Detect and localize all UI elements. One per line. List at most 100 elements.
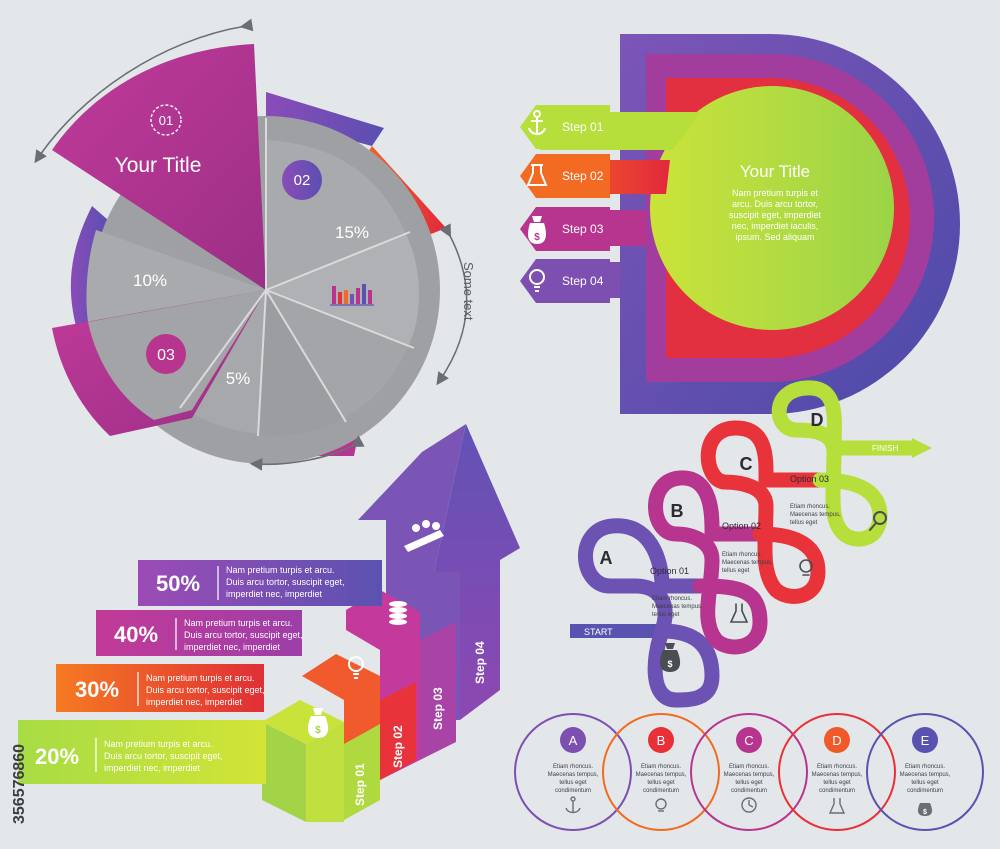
money-bag-icon: $ bbox=[917, 803, 933, 816]
bar-30-text: Nam pretium turpis et arcu. Duis arcu to… bbox=[146, 673, 265, 707]
svg-text:Nam pretium turpis et arcu.: Nam pretium turpis et arcu. bbox=[226, 565, 335, 575]
money-bag-icon: $ bbox=[307, 708, 329, 738]
svg-text:Maecenas tempus,: Maecenas tempus, bbox=[722, 560, 773, 566]
loop-letter-d: D bbox=[811, 410, 824, 430]
option-03: Option 03 bbox=[790, 474, 829, 484]
circle-d-text: Etiam rhoncus. Maecenas tempus, tellus eg… bbox=[812, 764, 863, 794]
pie-title: Your Title bbox=[115, 154, 202, 177]
stairs-step-03: Step 03 bbox=[431, 687, 445, 730]
team-growth-icon bbox=[404, 520, 444, 552]
bar-separators bbox=[95, 566, 219, 772]
circle-b-text: Etiam rhoncus. Maecenas tempus, tellus eg… bbox=[636, 764, 687, 794]
svg-text:Maecenas tempus,: Maecenas tempus, bbox=[636, 772, 687, 778]
svg-text:Etiam rhoncus.: Etiam rhoncus. bbox=[722, 552, 762, 558]
lightbulb-icon bbox=[529, 269, 545, 292]
step-arrow-04[interactable] bbox=[520, 259, 610, 303]
step-label-03: Step 03 bbox=[562, 222, 604, 236]
svg-text:tellus eget: tellus eget bbox=[823, 780, 851, 786]
svg-text:Maecenas tempus,: Maecenas tempus, bbox=[812, 772, 863, 778]
option-01-text: Etiam rhoncus. Maecenas tempus, tellus e… bbox=[652, 596, 703, 618]
circle-letter-a: A bbox=[569, 733, 578, 748]
option-01: Option 01 bbox=[650, 566, 689, 576]
bar-20-text: Nam pretium turpis et arcu. Duis arcu to… bbox=[104, 739, 223, 773]
circle-letter-c: C bbox=[744, 733, 753, 748]
option-02: Option 02 bbox=[722, 521, 761, 531]
bar-50 bbox=[138, 560, 382, 606]
ring-center bbox=[650, 86, 894, 330]
pct-10-label: 10% bbox=[133, 271, 167, 290]
svg-text:$: $ bbox=[315, 725, 321, 736]
circle-ring-a bbox=[514, 713, 632, 831]
top-dimension-arrow bbox=[34, 18, 254, 164]
circle-badge-e bbox=[912, 727, 938, 753]
svg-text:condimentum: condimentum bbox=[643, 788, 679, 794]
circle-badge-a bbox=[560, 727, 586, 753]
arc-purple-right bbox=[266, 92, 384, 146]
circle-e-text: Etiam rhoncus. Maecenas tempus, tellus eg… bbox=[900, 764, 951, 794]
svg-text:tellus eget: tellus eget bbox=[722, 568, 750, 574]
svg-text:ipsum. Sed aliquam: ipsum. Sed aliquam bbox=[735, 232, 814, 242]
svg-text:condimentum: condimentum bbox=[907, 788, 943, 794]
money-bag-icon: $ bbox=[528, 216, 546, 244]
stairs-step-04: Step 04 bbox=[473, 641, 487, 684]
pct-5-label: 5% bbox=[226, 369, 251, 388]
svg-text:Duis arcu tortor, suscipit ege: Duis arcu tortor, suscipit eget, bbox=[146, 685, 265, 695]
bar-20 bbox=[18, 720, 266, 784]
bar-30-pct: 30% bbox=[75, 677, 119, 702]
circle-badge-d bbox=[824, 727, 850, 753]
stock-id: 356576860 bbox=[11, 744, 28, 824]
svg-text:$: $ bbox=[923, 809, 927, 816]
circle-ring-d bbox=[778, 713, 896, 831]
loop-diagram: START FINISH A B C D Option 01 Option 02… bbox=[570, 380, 932, 708]
badge-01-ring bbox=[150, 104, 182, 136]
anchor-icon bbox=[565, 796, 581, 814]
step-label-02: Step 02 bbox=[562, 169, 604, 183]
svg-text:Etiam rhoncus.: Etiam rhoncus. bbox=[729, 764, 769, 770]
side-text-label: Some text bbox=[461, 262, 476, 321]
svg-text:Nam pretium turpis et arcu.: Nam pretium turpis et arcu. bbox=[104, 739, 213, 749]
svg-text:imperdiet nec, imperdiet: imperdiet nec, imperdiet bbox=[146, 697, 243, 707]
column-step-03 bbox=[420, 622, 456, 760]
svg-text:nec, imperdiet iaculis,: nec, imperdiet iaculis, bbox=[732, 221, 819, 231]
svg-text:Nam pretium turpis et arcu.: Nam pretium turpis et arcu. bbox=[184, 618, 293, 628]
svg-text:condimentum: condimentum bbox=[731, 788, 767, 794]
cube-front bbox=[262, 722, 306, 822]
svg-text:Maecenas tempus,: Maecenas tempus, bbox=[652, 604, 703, 610]
stairs-step-01: Step 01 bbox=[353, 763, 367, 806]
circle-a-text: Etiam rhoncus. Maecenas tempus, tellus eg… bbox=[548, 764, 599, 794]
circle-ring-b bbox=[602, 713, 720, 831]
start-label: START bbox=[584, 627, 613, 637]
svg-text:condimentum: condimentum bbox=[555, 788, 591, 794]
svg-text:Duis arcu tortor, suscipit ege: Duis arcu tortor, suscipit eget, bbox=[104, 751, 223, 761]
rings-diagram: $ Step 01 Step 02 Step 03 Step 04 Your T… bbox=[520, 34, 960, 414]
badge-02: 02 bbox=[294, 172, 311, 189]
svg-text:Etiam rhoncus.: Etiam rhoncus. bbox=[652, 596, 692, 602]
loop-a bbox=[578, 518, 720, 708]
bar-40-pct: 40% bbox=[114, 622, 158, 647]
badge-02-circle bbox=[282, 160, 322, 200]
bar-20-pct: 20% bbox=[35, 744, 79, 769]
svg-text:Duis arcu tortor, suscipit ege: Duis arcu tortor, suscipit eget, bbox=[226, 577, 345, 587]
svg-text:tellus eget: tellus eget bbox=[735, 780, 763, 786]
bar-30 bbox=[56, 664, 264, 712]
flask-icon bbox=[828, 798, 846, 814]
start-bar bbox=[570, 624, 662, 638]
pct-15-label: 15% bbox=[335, 223, 369, 242]
svg-text:$: $ bbox=[667, 659, 672, 669]
svg-text:Duis arcu tortor, suscipit ege: Duis arcu tortor, suscipit eget, bbox=[184, 630, 303, 640]
anchor-icon bbox=[528, 110, 546, 135]
circle-letter-d: D bbox=[832, 733, 841, 748]
cube-step-01 bbox=[344, 724, 380, 820]
svg-text:imperdiet nec, imperdiet: imperdiet nec, imperdiet bbox=[184, 642, 281, 652]
svg-text:Nam pretium turpis et: Nam pretium turpis et bbox=[732, 188, 819, 198]
stairs-diagram: 50% 40% 30% 20% Nam pretium turpis et ar… bbox=[18, 424, 520, 822]
finish-label: FINISH bbox=[872, 444, 898, 453]
loop-letter-a: A bbox=[600, 548, 613, 568]
circle-letter-e: E bbox=[921, 733, 930, 748]
step-arrow-01[interactable] bbox=[520, 105, 610, 149]
finish-arrow bbox=[912, 438, 932, 458]
linked-circles: A B C D E Etiam rhoncus. Maecenas tempus,… bbox=[514, 713, 984, 831]
svg-text:tellus eget: tellus eget bbox=[911, 780, 939, 786]
slice-chart-icon bbox=[266, 234, 419, 346]
circle-badge-c bbox=[736, 727, 762, 753]
